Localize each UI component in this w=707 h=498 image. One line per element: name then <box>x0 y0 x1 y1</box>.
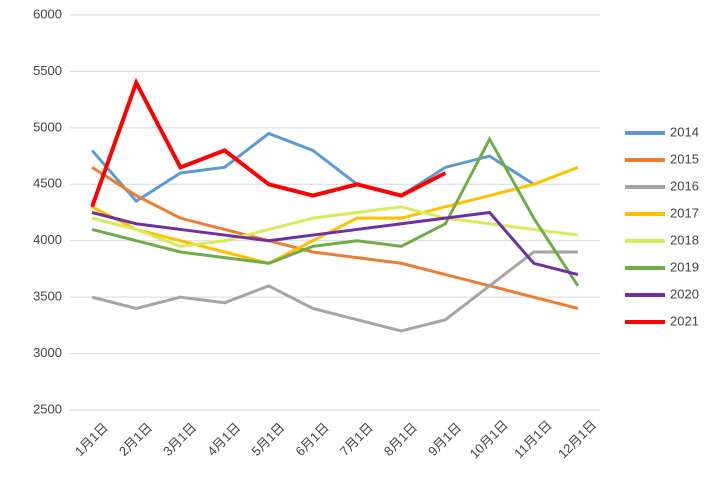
y-tick-label: 3000 <box>33 345 62 360</box>
y-tick-label: 6000 <box>33 6 62 21</box>
data-line <box>91 205 579 248</box>
data-line <box>90 77 447 208</box>
legend-label: 2021 <box>670 313 699 328</box>
data-line <box>91 165 579 265</box>
y-tick-label: 4500 <box>33 176 62 191</box>
data-line <box>91 135 580 287</box>
data-line <box>91 166 579 310</box>
y-tick-label: 2500 <box>33 401 62 416</box>
legend-label: 2018 <box>670 232 699 247</box>
y-tick-label: 3500 <box>33 289 62 304</box>
data-line <box>90 131 535 204</box>
legend-label: 2017 <box>670 205 699 220</box>
legend-label: 2019 <box>670 259 699 274</box>
legend-label: 2015 <box>670 151 699 166</box>
legend-label: 2016 <box>670 178 699 193</box>
y-tick-label: 5000 <box>33 119 62 134</box>
data-line <box>91 210 579 277</box>
data-line <box>91 250 578 333</box>
y-tick-label: 4000 <box>33 232 62 247</box>
legend-label: 2020 <box>670 286 699 301</box>
legend-label: 2014 <box>670 124 699 139</box>
y-tick-label: 5500 <box>33 63 62 78</box>
